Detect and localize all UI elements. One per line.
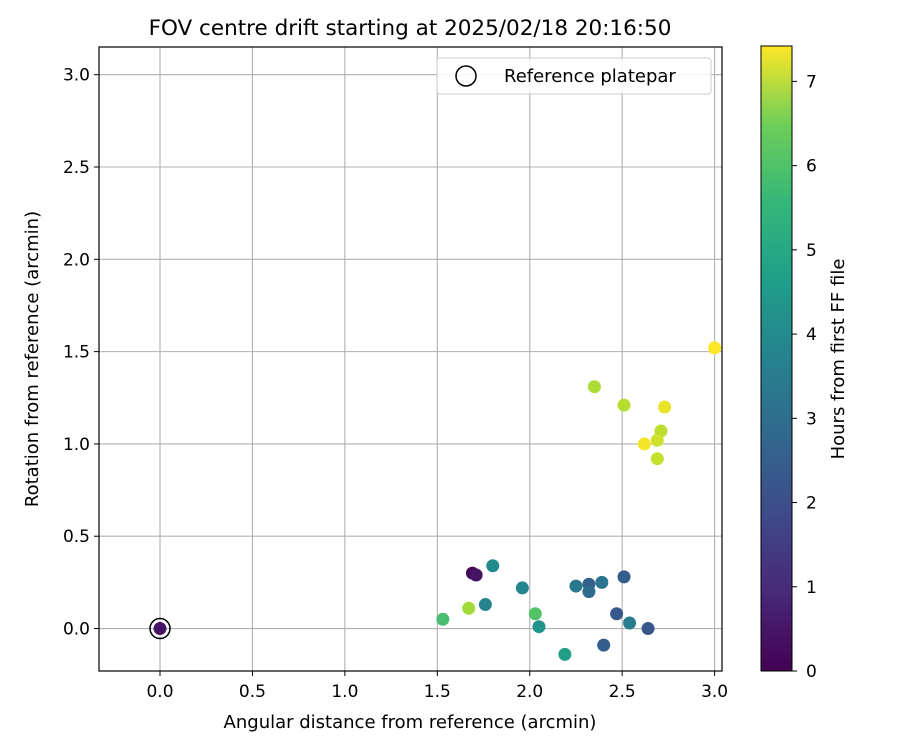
data-point [641, 622, 655, 636]
x-tick-label: 2.0 [516, 682, 543, 702]
data-point [478, 598, 492, 612]
y-axis-label: Rotation from reference (arcmin) [22, 211, 43, 507]
x-tick-label: 1.5 [424, 682, 451, 702]
data-point [486, 559, 500, 573]
data-point [528, 607, 542, 621]
colorbar-tick-label: 6 [806, 157, 817, 177]
data-point [558, 647, 572, 661]
data-point [469, 568, 483, 582]
data-point [597, 638, 611, 652]
plot-frame [98, 46, 723, 672]
colorbar-tick-label: 1 [806, 578, 817, 598]
data-point [595, 575, 609, 589]
data-point [436, 612, 450, 626]
colorbar-tick-label: 3 [806, 409, 817, 429]
data-point [515, 581, 529, 595]
y-tick-label: 1.5 [63, 343, 90, 363]
data-point [582, 585, 596, 599]
reference-marker [149, 617, 171, 640]
x-axis-ticks: 0.0 0.5 1.0 1.5 2.0 2.5 3.0 [146, 671, 728, 702]
data-point [569, 579, 583, 593]
colorbar: 0 1 2 3 4 5 6 7 Hours from first FF file [760, 45, 849, 682]
colorbar-tick-label: 0 [806, 662, 817, 682]
x-tick-label: 0.5 [239, 682, 266, 702]
data-point [623, 616, 637, 630]
x-tick-label: 2.5 [609, 682, 636, 702]
y-tick-label: 2.5 [63, 158, 90, 178]
legend-box [436, 57, 712, 95]
x-tick-label: 0.0 [146, 682, 173, 702]
data-point [610, 607, 624, 621]
data-point [153, 622, 167, 636]
x-tick-label: 1.0 [331, 682, 358, 702]
chart-title: FOV centre drift starting at 2025/02/18 … [149, 16, 672, 41]
colorbar-tick-label: 2 [806, 494, 817, 514]
data-point [617, 398, 631, 412]
legend: Reference platepar [436, 57, 712, 95]
data-point [462, 601, 476, 615]
x-tick-label: 3.0 [701, 682, 728, 702]
colorbar-label: Hours from first FF file [828, 259, 849, 460]
y-tick-label: 0.0 [63, 620, 90, 640]
y-tick-label: 3.0 [63, 66, 90, 86]
data-points [149, 341, 722, 661]
data-point [658, 400, 672, 414]
colorbar-tick-label: 4 [806, 325, 817, 345]
legend-marker-icon [455, 65, 477, 87]
y-tick-label: 1.0 [63, 435, 90, 455]
colorbar-ticks: 0 1 2 3 4 5 6 7 [792, 72, 817, 682]
data-point [650, 452, 664, 466]
data-point [617, 570, 631, 584]
y-tick-label: 0.5 [63, 527, 90, 547]
y-axis-ticks: 0.0 0.5 1.0 1.5 2.0 2.5 3.0 [63, 66, 99, 640]
y-tick-label: 2.0 [63, 250, 90, 270]
x-axis-label: Angular distance from reference (arcmin) [224, 712, 597, 733]
data-point [532, 620, 546, 634]
colorbar-gradient [760, 45, 793, 672]
data-point [637, 437, 651, 451]
data-point [650, 433, 664, 447]
legend-entry-label: Reference platepar [504, 66, 676, 87]
colorbar-tick-label: 7 [806, 72, 817, 92]
data-point [587, 380, 601, 394]
data-point [708, 341, 722, 355]
colorbar-tick-label: 5 [806, 241, 817, 261]
